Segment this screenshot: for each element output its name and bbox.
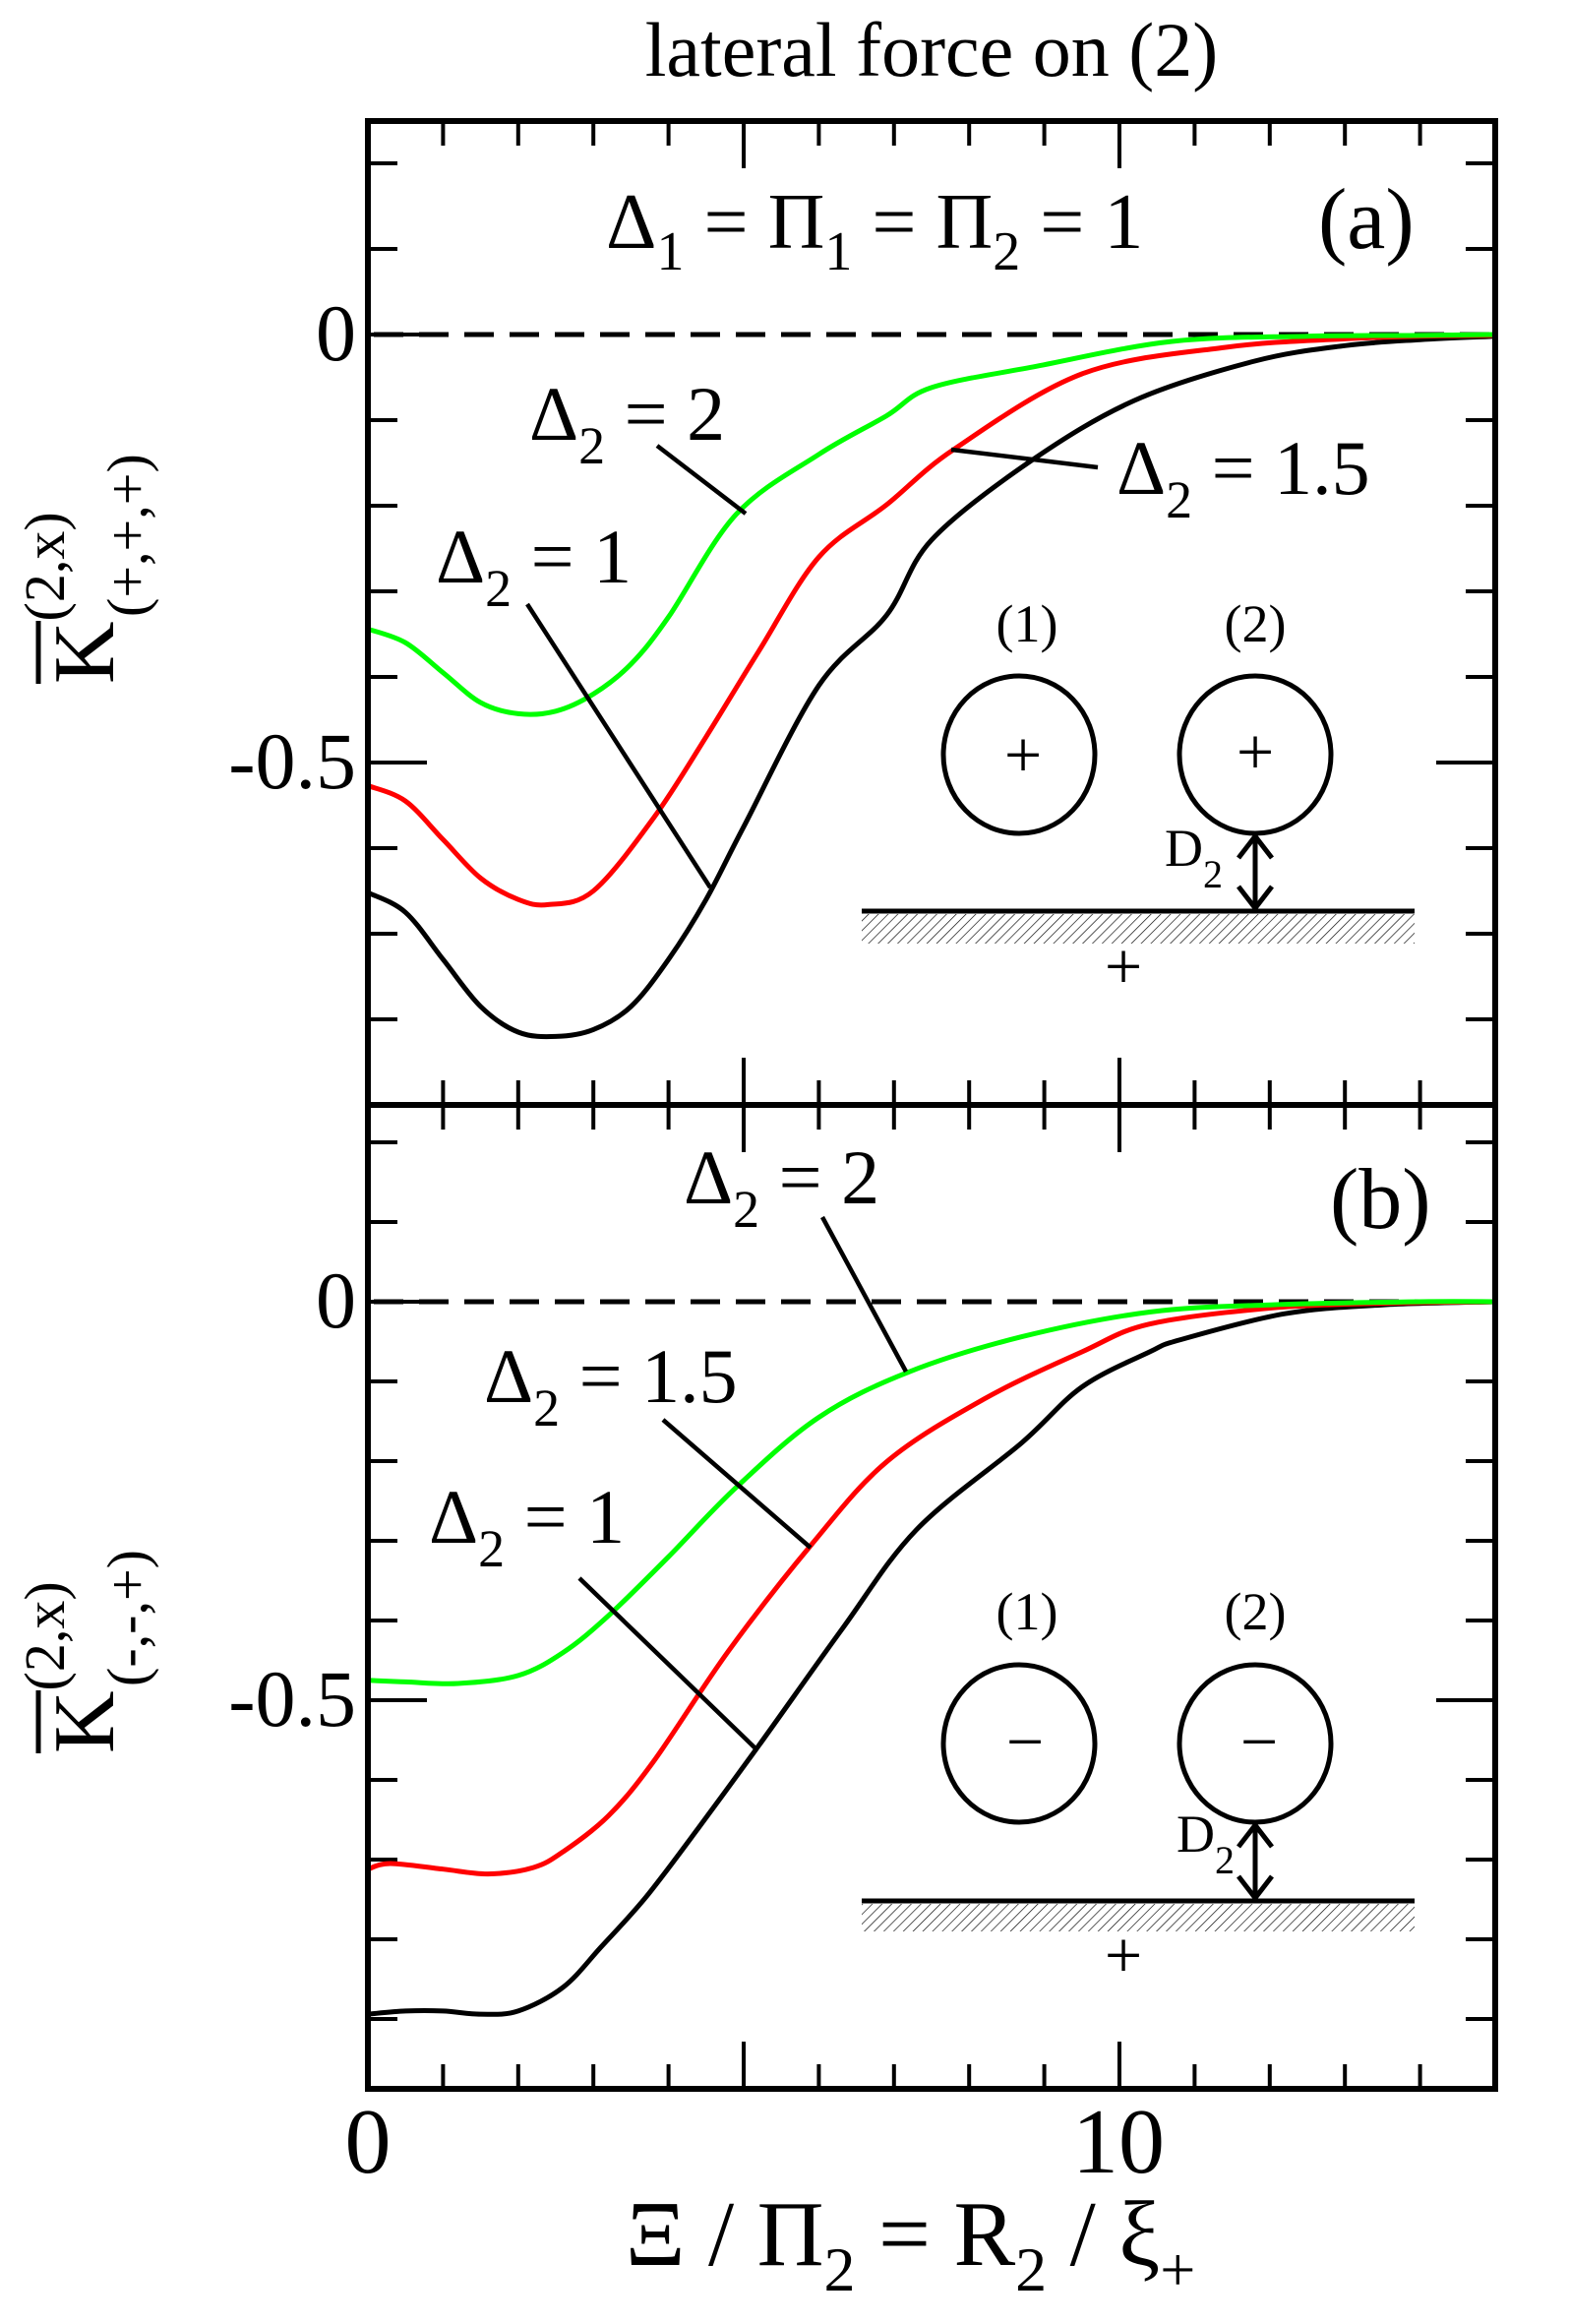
panel-tag-b: (b) bbox=[1330, 1152, 1431, 1248]
arrow-head-down-icon bbox=[1237, 1874, 1274, 1903]
curves-b bbox=[365, 1299, 1498, 2017]
curve-label-delta2-2: Δ2 = 2 bbox=[684, 1134, 879, 1239]
curve-label-delta2-1-5: Δ2 = 1.5 bbox=[484, 1333, 738, 1437]
y-tick-label-neg-0-5: -0.5 bbox=[228, 716, 356, 806]
curves-a bbox=[365, 332, 1498, 1040]
curve-21-5 bbox=[365, 333, 1498, 908]
y-label-sub: (-,-,+) bbox=[95, 1550, 159, 1686]
arrow-head-up-icon bbox=[1237, 831, 1274, 860]
y-tick-label-0: 0 bbox=[316, 1255, 356, 1345]
curve-21 bbox=[365, 334, 1498, 1040]
y-tick-label-0: 0 bbox=[316, 288, 356, 378]
particle-1-label: (1) bbox=[996, 1582, 1058, 1641]
y-label-base: K bbox=[37, 621, 133, 684]
panel-tag-a: (a) bbox=[1318, 172, 1415, 268]
curve-label-delta2-1: Δ2 = 1 bbox=[429, 1474, 625, 1578]
wall-charge: + bbox=[1105, 1918, 1142, 1992]
leader-line-delta2-1 bbox=[525, 602, 712, 889]
curve-22 bbox=[365, 1299, 1498, 1686]
leader-line-delta2-1-5 bbox=[661, 1418, 813, 1550]
wall-hatch bbox=[862, 1904, 1415, 1931]
curve-22 bbox=[365, 332, 1498, 717]
curve-21 bbox=[365, 1299, 1498, 2017]
y-tick-label-neg-0-5: -0.5 bbox=[228, 1654, 356, 1743]
particle-1-circle bbox=[940, 673, 1098, 836]
x-tick-label-0: 0 bbox=[345, 2091, 392, 2193]
particle-2-charge: + bbox=[1237, 714, 1274, 789]
curve-label-delta2-1-5: Δ2 = 1.5 bbox=[1116, 425, 1370, 529]
y-axis-label-b: K(2,x) (-,-,+) bbox=[13, 1550, 159, 1753]
svg-text:K(2,x): K(2,x) bbox=[13, 512, 133, 684]
leader-line-delta2-1 bbox=[577, 1576, 757, 1750]
particle-1-charge: + bbox=[1004, 717, 1042, 792]
x-tick-label-10: 10 bbox=[1072, 2091, 1165, 2193]
distance-label: D2 bbox=[1165, 819, 1223, 896]
leader-line-delta2-1-5 bbox=[950, 447, 1099, 470]
figure-title: lateral force on (2) bbox=[645, 7, 1219, 92]
y-label-sub: (+,+,+) bbox=[95, 454, 159, 617]
leader-line-delta2-2 bbox=[655, 444, 748, 516]
arrow-head-up-icon bbox=[1237, 1820, 1274, 1849]
inset-diagram-b: (1) (2) − − + D2 bbox=[862, 1582, 1415, 1992]
wall-hatch bbox=[862, 914, 1415, 944]
particle-1-label: (1) bbox=[996, 594, 1058, 653]
plot-frame-b bbox=[365, 1102, 1498, 2092]
leader-line-delta2-2 bbox=[820, 1215, 908, 1374]
wall-charge: + bbox=[1105, 929, 1142, 1004]
particle-1-circle bbox=[940, 1662, 1098, 1825]
curve-21-5 bbox=[365, 1299, 1498, 1877]
particle-2-label: (2) bbox=[1225, 594, 1287, 653]
y-axis-label-a: K(2,x) (+,+,+) bbox=[13, 454, 159, 684]
axis-ticks-b bbox=[368, 1105, 1495, 2089]
curve-label-delta2-2: Δ2 = 2 bbox=[529, 371, 725, 475]
distance-label: D2 bbox=[1177, 1804, 1235, 1882]
y-label-base: K bbox=[37, 1690, 133, 1753]
parameters-annotation: Δ1 = Π1 = Π2 = 1 bbox=[606, 179, 1143, 282]
panel-b: 0 -0.5 K(2,x) (-,-,+) (b) Δ2 = 2 Δ2 = 1.… bbox=[13, 1102, 1498, 2092]
plot-frame-a bbox=[365, 118, 1498, 1108]
arrow-head-down-icon bbox=[1237, 885, 1274, 913]
svg-text:K(2,x): K(2,x) bbox=[13, 1581, 133, 1753]
x-axis-label: Ξ / Π2 = R2 / ξ+ bbox=[626, 2183, 1195, 2304]
y-label-sup: (2,x) bbox=[13, 512, 77, 621]
particle-2-label: (2) bbox=[1225, 1582, 1287, 1641]
curve-label-delta2-1: Δ2 = 1 bbox=[436, 514, 632, 618]
y-label-sup: (2,x) bbox=[13, 1581, 77, 1690]
panel-a: 0 -0.5 K(2,x) (+,+,+) Δ1 = Π1 = Π2 = 1 (… bbox=[13, 118, 1498, 1108]
particle-1-charge: − bbox=[1006, 1704, 1044, 1779]
inset-diagram-a: (1) (2) + + + D2 bbox=[862, 594, 1415, 1004]
axis-ticks-a bbox=[368, 121, 1495, 1105]
particle-2-charge: − bbox=[1240, 1704, 1278, 1779]
